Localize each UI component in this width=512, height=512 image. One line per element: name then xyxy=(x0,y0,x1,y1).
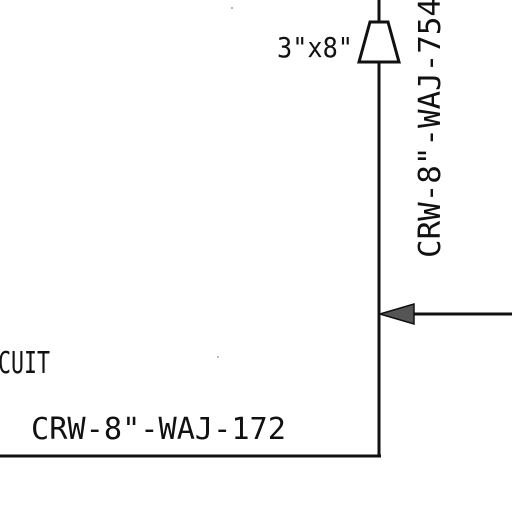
partial-circuit-label: CUIT xyxy=(0,346,50,381)
reducer-symbol xyxy=(357,20,401,64)
reducer-size-label: 3"x8" xyxy=(277,31,353,64)
horizontal-line-label: CRW-8"-WAJ-172 xyxy=(31,412,286,447)
paper-speck xyxy=(217,356,219,358)
flow-arrow-icon xyxy=(377,302,415,326)
paper-speck xyxy=(231,7,233,9)
vertical-line-label: CRW-8"-WAJ-754 xyxy=(413,0,448,258)
